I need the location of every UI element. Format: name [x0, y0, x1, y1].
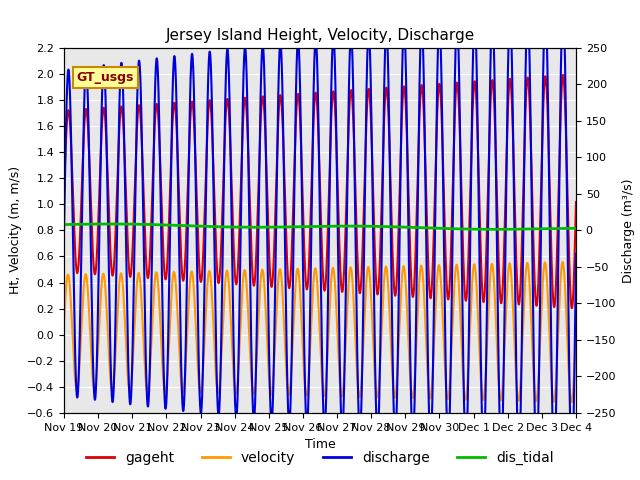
- Line: velocity: velocity: [64, 262, 576, 402]
- velocity: [572, 337, 579, 343]
- velocity: [559, 259, 566, 265]
- gageht: [572, 218, 579, 224]
- dis_tidal: [464, 226, 472, 232]
- discharge: [572, 288, 579, 294]
- discharge: [568, 457, 576, 463]
- velocity: [301, 378, 308, 384]
- Title: Jersey Island Height, Velocity, Discharge: Jersey Island Height, Velocity, Discharg…: [165, 28, 475, 43]
- gageht: [572, 199, 580, 205]
- velocity: [406, 372, 414, 378]
- Y-axis label: Discharge (m³/s): Discharge (m³/s): [622, 178, 635, 283]
- Legend: gageht, velocity, discharge, dis_tidal: gageht, velocity, discharge, dis_tidal: [81, 445, 559, 471]
- discharge: [463, 412, 471, 418]
- discharge: [152, 61, 160, 67]
- dis_tidal: [301, 224, 308, 229]
- gageht: [60, 189, 68, 194]
- gageht: [435, 88, 442, 94]
- gageht: [463, 282, 471, 288]
- dis_tidal: [572, 226, 579, 231]
- gageht: [152, 104, 160, 110]
- discharge: [60, 230, 68, 236]
- discharge: [559, 4, 567, 10]
- dis_tidal: [572, 226, 580, 231]
- Text: GT_usgs: GT_usgs: [77, 71, 134, 84]
- velocity: [568, 399, 575, 405]
- velocity: [152, 270, 160, 276]
- velocity: [463, 381, 471, 386]
- gageht: [559, 72, 567, 78]
- dis_tidal: [60, 222, 68, 228]
- gageht: [406, 245, 414, 251]
- Y-axis label: Ht, Velocity (m, m/s): Ht, Velocity (m, m/s): [8, 167, 22, 294]
- discharge: [572, 251, 580, 257]
- gageht: [568, 305, 576, 311]
- velocity: [435, 264, 442, 269]
- velocity: [572, 325, 580, 331]
- gageht: [301, 254, 308, 260]
- velocity: [60, 321, 68, 326]
- dis_tidal: [406, 225, 414, 230]
- X-axis label: Time: Time: [305, 438, 335, 451]
- dis_tidal: [491, 227, 499, 232]
- discharge: [301, 360, 308, 366]
- dis_tidal: [108, 221, 115, 227]
- Line: discharge: discharge: [64, 7, 576, 460]
- Line: gageht: gageht: [64, 75, 576, 308]
- discharge: [435, 33, 442, 38]
- discharge: [406, 341, 414, 347]
- dis_tidal: [435, 226, 442, 231]
- Line: dis_tidal: dis_tidal: [64, 224, 576, 229]
- dis_tidal: [152, 222, 160, 228]
